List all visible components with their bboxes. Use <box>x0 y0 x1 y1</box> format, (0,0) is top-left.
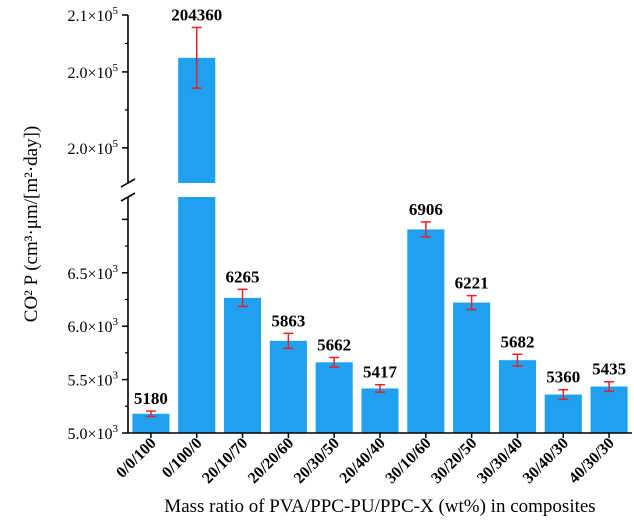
x-tick-label: 20/10/70 <box>199 435 251 487</box>
axis-break-mark <box>120 178 136 188</box>
x-tick-label: 40/30/30 <box>566 435 618 487</box>
axis-break-mark <box>120 192 136 202</box>
x-tick-label: 30/30/40 <box>474 435 526 487</box>
y-ticks-group: 5.0×103 5.5×103 6.0×103 6.5×103 2.0×105 2.0×1… <box>67 5 128 443</box>
x-tick-label: 30/10/60 <box>382 435 434 487</box>
data-label: 5682 <box>500 332 534 351</box>
data-label: 6906 <box>409 200 443 219</box>
bar <box>544 394 582 433</box>
bar <box>178 57 216 433</box>
x-tick-label: 0/0/100 <box>113 435 160 482</box>
x-tick-label: 20/20/60 <box>245 435 297 487</box>
y-tick-label: 5.0×103 <box>67 423 118 443</box>
data-label: 5662 <box>317 335 351 354</box>
data-label: 6265 <box>226 267 260 286</box>
bar <box>223 297 262 433</box>
data-label: 204360 <box>171 5 222 24</box>
data-label: 5360 <box>546 368 580 387</box>
axis-break-group <box>120 178 632 202</box>
y-tick-label: 2.1×105 <box>67 5 118 25</box>
bar <box>269 340 307 433</box>
data-label: 5180 <box>134 389 168 408</box>
x-tick-label: 20/30/50 <box>291 435 343 487</box>
bar <box>361 388 399 433</box>
y-axis-title: CO² P (cm³·μm/[m²·day]) <box>21 126 42 322</box>
x-tick-label: 30/20/50 <box>428 435 480 487</box>
bar <box>453 302 491 433</box>
data-label: 5435 <box>592 360 626 379</box>
x-tick-label: 20/40/40 <box>337 435 389 487</box>
axis-break-gap <box>120 183 632 197</box>
bar <box>315 362 353 433</box>
bar <box>498 360 537 433</box>
error-bars-group <box>145 26 615 418</box>
bar <box>132 413 170 433</box>
bar <box>407 229 445 433</box>
x-tick-label: 30/40/30 <box>520 435 572 487</box>
bar <box>590 386 628 433</box>
x-ticks-group: 0/0/100 0/100/020/10/7020/20/6020/30/5020… <box>113 433 618 487</box>
bars-group <box>132 57 628 433</box>
y-tick-label: 6.0×103 <box>67 316 118 336</box>
data-label: 6221 <box>455 274 489 293</box>
y-tick-label: 6.5×103 <box>67 263 118 283</box>
y-tick-label: 2.0×105 <box>67 138 118 158</box>
y-tick-label: 5.5×103 <box>67 370 118 390</box>
value-labels-group: 5180 204360 6265 5863 5662 5417 6906 6221 5682 53… <box>134 5 626 408</box>
y-tick-label: 2.0×105 <box>67 62 118 82</box>
data-label: 5417 <box>363 363 398 382</box>
data-label: 5863 <box>271 311 305 330</box>
x-axis-title: Mass ratio of PVA/PPC-PU/PPC-X (wt%) in … <box>164 496 595 517</box>
